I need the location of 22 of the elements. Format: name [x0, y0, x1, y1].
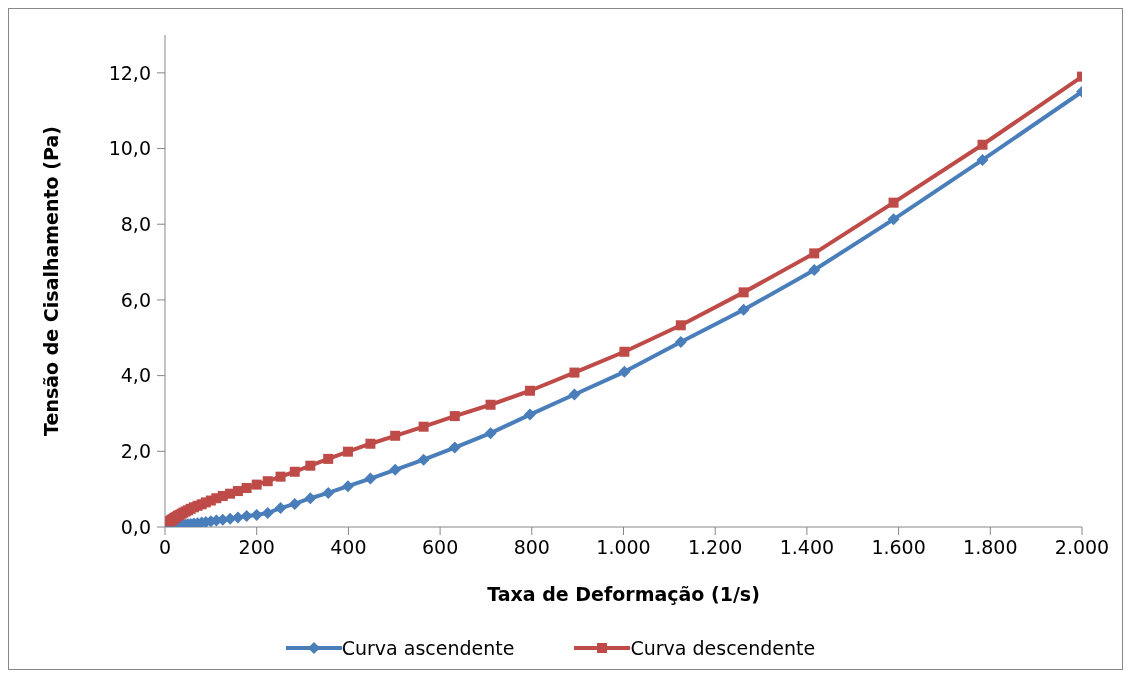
y-tick-label: 4,0: [120, 364, 151, 387]
x-tick-label: 800: [513, 536, 550, 559]
x-axis-title: Taxa de Deformação (1/s): [487, 583, 760, 605]
y-tick-label: 10,0: [108, 137, 151, 160]
x-tick-label: 600: [421, 536, 459, 559]
x-tick-label: 400: [330, 536, 367, 559]
x-tick-label: 1.000: [596, 536, 651, 559]
x-tick-label: 2.000: [1054, 536, 1110, 559]
x-tick-label: 1.600: [871, 536, 926, 559]
legend-label: Curva descendente: [630, 637, 816, 659]
y-tick-label: 8,0: [120, 212, 151, 235]
y-tick-label: 2,0: [120, 440, 151, 463]
x-tick-label: 0: [158, 536, 172, 559]
x-tick-label: 1.200: [688, 536, 743, 559]
y-tick-label: 6,0: [120, 288, 151, 311]
y-axis-title: Tensão de Cisalhamento (Pa): [39, 126, 62, 436]
y-tick-label: 0,0: [120, 515, 151, 538]
y-tick-label: 12,0: [108, 61, 151, 84]
x-tick-label: 200: [238, 536, 275, 559]
x-tick-label: 1.800: [963, 536, 1018, 559]
x-tick-label: 1.400: [779, 536, 835, 559]
legend-label: Curva ascendente: [341, 637, 515, 659]
